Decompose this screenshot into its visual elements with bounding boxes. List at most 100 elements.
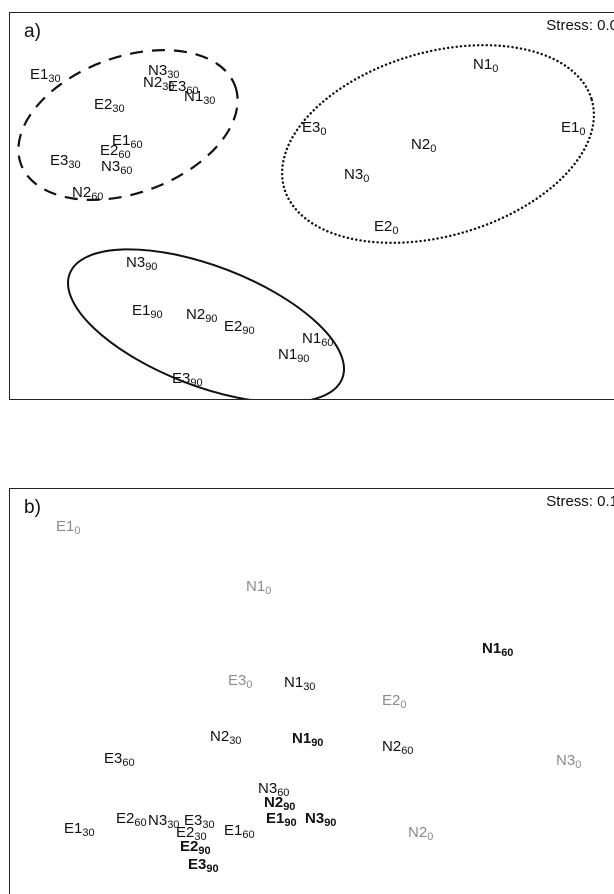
- point-subscript: 30: [194, 831, 207, 843]
- point-subscript: 60: [91, 191, 104, 203]
- point-label: N330: [148, 813, 180, 831]
- point-label: E390: [172, 370, 203, 389]
- point-label: N390: [305, 810, 337, 829]
- point-subscript: 0: [492, 63, 499, 75]
- point-label: E20: [374, 219, 399, 237]
- point-label: E390: [188, 856, 219, 875]
- point-label: N190: [292, 730, 324, 749]
- point-subscript: 0: [427, 831, 434, 843]
- point-label: N290: [264, 794, 296, 813]
- point-subscript: 90: [190, 377, 203, 389]
- point-subscript: 0: [430, 143, 437, 155]
- point-subscript: 0: [74, 525, 81, 537]
- point-subscript: 60: [321, 337, 334, 349]
- point-label: N130: [284, 674, 315, 693]
- point-label: E10: [561, 119, 585, 138]
- point-label: E130: [30, 66, 61, 85]
- point-label: N30: [556, 752, 582, 771]
- point-label: N230: [210, 728, 241, 747]
- point-name: N2: [186, 306, 206, 323]
- point-name: E3: [188, 856, 207, 873]
- point-label: E160: [112, 132, 143, 151]
- point-name: E3: [184, 812, 203, 829]
- panel-a: a) Stress: 0.0 E130 N330 N230 E360 N130 E230 E…: [9, 12, 614, 400]
- point-subscript: 0: [575, 759, 582, 771]
- point-subscript: 90: [242, 325, 255, 337]
- point-name: N1: [292, 730, 312, 747]
- point-subscript: 0: [392, 225, 399, 237]
- point-subscript: 90: [283, 801, 296, 813]
- point-name: E1: [266, 810, 285, 827]
- point-subscript: 0: [320, 126, 327, 138]
- point-name: N1: [246, 578, 266, 595]
- point-name: E1: [112, 132, 131, 149]
- point-name: E1: [64, 820, 83, 837]
- point-subscript: 0: [265, 585, 272, 597]
- point-name: E1: [561, 119, 580, 136]
- point-label: E160: [224, 822, 255, 841]
- point-name: E3: [168, 78, 187, 95]
- point-name: E3: [228, 672, 247, 689]
- point-subscript: 30: [68, 159, 81, 171]
- point-subscript: 60: [122, 757, 135, 769]
- point-subscript: 30: [48, 73, 61, 85]
- dotted-group-ellipse: [280, 43, 596, 245]
- point-label: E360: [168, 78, 199, 97]
- point-subscript: 0: [246, 679, 253, 691]
- point-subscript: 90: [311, 737, 324, 749]
- point-subscript: 30: [203, 95, 216, 107]
- point-subscript: 60: [134, 817, 147, 829]
- point-name: E2: [176, 824, 195, 841]
- point-subscript: 90: [324, 817, 337, 829]
- point-subscript: 30: [82, 827, 95, 839]
- point-label: E230: [176, 824, 207, 843]
- point-subscript: 60: [186, 85, 199, 97]
- point-subscript: 60: [501, 647, 514, 659]
- point-name: E2: [224, 318, 243, 335]
- point-subscript: 30: [167, 819, 180, 831]
- point-name: N1: [473, 56, 493, 73]
- point-name: N1: [284, 674, 304, 691]
- point-subscript: 60: [118, 149, 131, 161]
- point-name: N3: [556, 752, 576, 769]
- point-label: N290: [186, 306, 217, 325]
- panel-b-stress: Stress: 0.1: [546, 493, 614, 510]
- panel-a-stress: Stress: 0.0: [546, 17, 614, 34]
- point-name: E3: [50, 152, 69, 169]
- point-name: E1: [56, 518, 75, 535]
- point-name: E3: [172, 370, 191, 387]
- point-subscript: 30: [162, 81, 175, 93]
- point-label: E30: [302, 120, 327, 138]
- point-name: N1: [482, 640, 502, 657]
- point-name: N2: [264, 794, 284, 811]
- point-name: N2: [72, 184, 92, 201]
- panel-a-label: a): [24, 21, 41, 42]
- point-label: E20: [382, 693, 406, 711]
- point-label: E290: [180, 839, 211, 857]
- point-subscript: 90: [297, 353, 310, 365]
- point-name: E2: [94, 96, 113, 113]
- point-label: E190: [266, 810, 297, 829]
- point-label: N160: [302, 331, 334, 349]
- point-subscript: 90: [284, 817, 297, 829]
- point-name: E1: [224, 822, 243, 839]
- point-label: N360: [101, 159, 132, 177]
- point-subscript: 60: [242, 829, 255, 841]
- point-name: N3: [126, 254, 146, 271]
- point-label: N390: [126, 254, 158, 273]
- point-label: N360: [258, 780, 289, 799]
- point-subscript: 60: [130, 139, 143, 151]
- point-name: N2: [210, 728, 230, 745]
- point-label: N260: [72, 184, 104, 203]
- point-label: N230: [143, 75, 175, 93]
- point-subscript: 30: [112, 103, 125, 115]
- point-subscript: 90: [145, 261, 158, 273]
- point-subscript: 30: [202, 819, 215, 831]
- point-label: E260: [100, 143, 131, 161]
- point-name: E1: [30, 66, 49, 83]
- point-subscript: 30: [167, 69, 180, 81]
- point-label: E30: [228, 672, 253, 691]
- point-subscript: 0: [363, 173, 370, 185]
- point-name: N3: [258, 780, 278, 797]
- point-name: N3: [305, 810, 325, 827]
